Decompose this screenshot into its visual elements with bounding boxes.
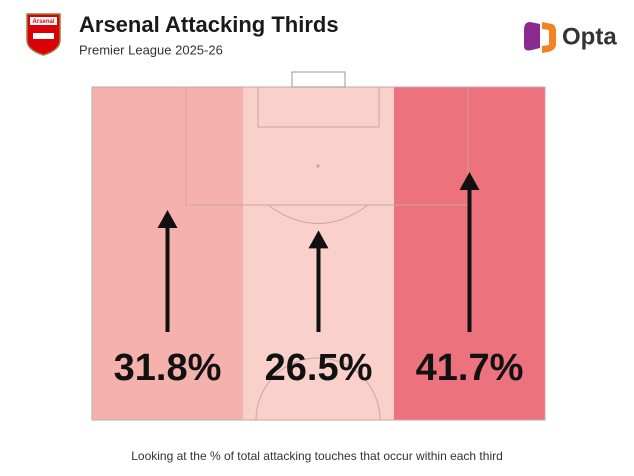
brand-text: Opta	[562, 23, 617, 50]
arrow-head	[459, 172, 480, 190]
brand-logo: Opta	[524, 22, 617, 53]
pitch-lines	[91, 71, 546, 421]
caption: Looking at the % of total attacking touc…	[131, 449, 503, 463]
arrow-head	[157, 209, 178, 228]
club-badge: Arsenal	[26, 13, 61, 56]
value-label: 31.8%	[114, 347, 222, 389]
chart-title: Arsenal Attacking Thirds	[79, 12, 339, 37]
arrow-head	[308, 230, 329, 249]
badge-text: Arsenal	[32, 19, 54, 25]
value-label: 26.5%	[265, 347, 373, 389]
value-label: 41.7%	[416, 347, 524, 389]
chart-subtitle: Premier League 2025-26	[79, 42, 223, 57]
